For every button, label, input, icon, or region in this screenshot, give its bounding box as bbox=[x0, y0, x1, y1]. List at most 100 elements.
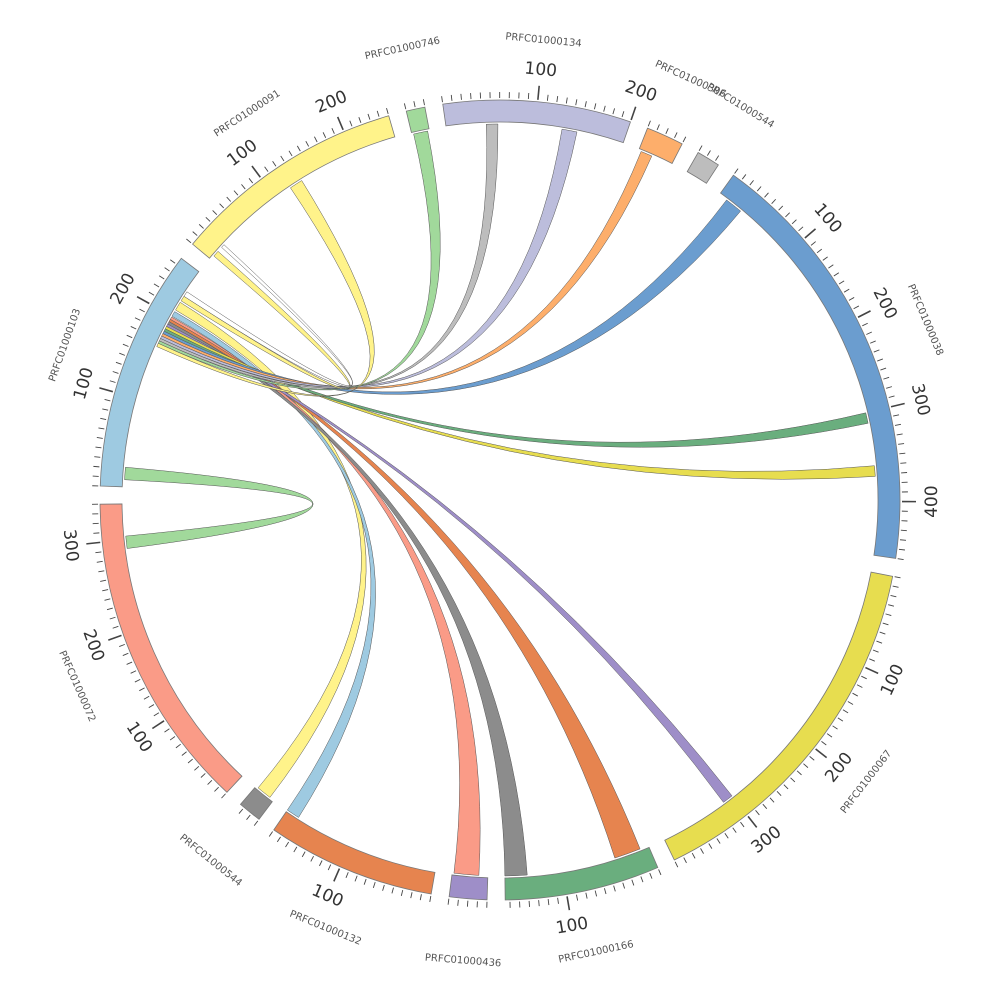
minor-tick-PRFC01000103-0-40 bbox=[95, 446, 102, 449]
ideogram-PRFC01000091-1 bbox=[191, 115, 396, 259]
minor-tick-PRFC01000166-8-10 bbox=[649, 872, 653, 879]
tick-label-PRFC01000038-6-400: 400 bbox=[922, 485, 942, 518]
major-tick-PRFC01000072-12-100 bbox=[151, 720, 165, 730]
tick-label-PRFC01000103-0-100: 100 bbox=[70, 365, 98, 402]
tick-label-PRFC01000067-7-100: 100 bbox=[877, 661, 909, 699]
major-tick-PRFC01000067-7-200 bbox=[815, 748, 828, 759]
ideogram-PRFC01000067-7 bbox=[664, 571, 894, 861]
minor-tick-PRFC01000544-5-20 bbox=[715, 155, 720, 161]
minor-tick-PRFC01000091-1-70 bbox=[233, 190, 239, 196]
minor-tick-PRFC01000166-8-130 bbox=[538, 900, 540, 907]
minor-tick-PRFC01000134-3-190 bbox=[621, 111, 625, 118]
minor-tick-PRFC01000038-6-30 bbox=[756, 186, 762, 192]
minor-tick-PRFC01000067-7-370 bbox=[691, 852, 696, 859]
minor-tick-PRFC01000544-11-0 bbox=[253, 820, 259, 826]
minor-tick-PRFC01000072-12-270 bbox=[98, 570, 105, 573]
minor-tick-PRFC01000072-12-150 bbox=[134, 678, 141, 683]
minor-tick-PRFC01000072-12-90 bbox=[164, 728, 170, 733]
minor-tick-PRFC01000091-1-80 bbox=[241, 184, 246, 190]
major-tick-PRFC01000038-6-300 bbox=[890, 402, 905, 408]
tick-label-PRFC01000038-6-100: 100 bbox=[809, 200, 845, 238]
tick-label-PRFC01000091-1-200: 200 bbox=[313, 87, 351, 118]
minor-tick-PRFC01000072-12-250 bbox=[102, 589, 109, 592]
minor-tick-PRFC01000166-8-80 bbox=[585, 892, 588, 899]
minor-tick-PRFC01000132-10-170 bbox=[276, 836, 281, 843]
minor-tick-PRFC01000038-6-80 bbox=[791, 219, 797, 225]
minor-tick-PRFC01000132-10-70 bbox=[363, 878, 367, 885]
ideogram-PRFC01000134-3 bbox=[442, 99, 631, 144]
minor-tick-PRFC01000132-10-140 bbox=[301, 851, 306, 858]
tick-label-PRFC01000103-0-200: 200 bbox=[106, 270, 139, 308]
major-tick-PRFC01000132-10-100 bbox=[333, 868, 341, 882]
minor-tick-PRFC01000038-6-440 bbox=[899, 539, 907, 541]
minor-tick-PRFC01000103-0-230 bbox=[158, 275, 165, 280]
major-tick-PRFC01000103-0-200 bbox=[136, 295, 150, 305]
minor-tick-PRFC01000132-10-130 bbox=[310, 855, 314, 862]
minor-tick-PRFC01000103-0-180 bbox=[134, 317, 141, 321]
minor-tick-PRFC01000091-1-180 bbox=[322, 132, 327, 138]
minor-tick-PRFC01000091-1-40 bbox=[212, 210, 218, 215]
chord-ribbon-PRFC01000103-PRFC01000038-9 bbox=[162, 199, 741, 395]
minor-tick-PRFC01000067-7-70 bbox=[876, 640, 883, 644]
minor-tick-PRFC01000134-3-10 bbox=[450, 94, 453, 101]
segment-label-PRFC01000134-3: PRFC01000134 bbox=[505, 31, 582, 49]
minor-tick-PRFC01000166-8-70 bbox=[594, 890, 598, 897]
minor-tick-PRFC01000072-12-260 bbox=[100, 579, 107, 582]
minor-tick-PRFC01000103-0-250 bbox=[169, 259, 176, 264]
minor-tick-PRFC01000067-7-250 bbox=[783, 784, 789, 790]
chord-ribbon-PRFC01000103-PRFC01000091-16 bbox=[183, 244, 353, 387]
minor-tick-PRFC01000038-6-230 bbox=[870, 340, 876, 344]
tick-label-PRFC01000038-6-300: 300 bbox=[907, 382, 934, 418]
minor-tick-PRFC01000038-6-110 bbox=[810, 241, 816, 246]
minor-tick-PRFC01000306-4-20 bbox=[665, 128, 669, 134]
minor-tick-PRFC01000038-6-190 bbox=[853, 305, 860, 310]
minor-tick-PRFC01000306-4-40 bbox=[682, 136, 687, 143]
tick-label-PRFC01000067-7-200: 200 bbox=[821, 749, 857, 787]
minor-tick-PRFC01000103-0-60 bbox=[98, 427, 105, 430]
minor-tick-PRFC01000132-10-150 bbox=[293, 846, 298, 853]
minor-tick-PRFC01000038-6-280 bbox=[886, 386, 893, 389]
minor-tick-PRFC01000072-12-20 bbox=[207, 780, 213, 785]
minor-tick-PRFC01000038-6-330 bbox=[896, 433, 903, 436]
minor-tick-PRFC01000134-3-0 bbox=[441, 96, 443, 103]
minor-tick-PRFC01000067-7-340 bbox=[716, 838, 721, 844]
minor-tick-PRFC01000038-6-460 bbox=[897, 558, 904, 561]
minor-tick-PRFC01000166-8-20 bbox=[640, 876, 644, 883]
minor-tick-PRFC01000072-12-290 bbox=[95, 551, 102, 554]
minor-tick-PRFC01000091-1-30 bbox=[205, 216, 211, 222]
minor-tick-PRFC01000436-9-40 bbox=[447, 898, 450, 905]
minor-tick-PRFC01000103-0-240 bbox=[164, 267, 170, 272]
minor-tick-PRFC01000067-7-390 bbox=[674, 861, 679, 868]
minor-tick-PRFC01000067-7-230 bbox=[796, 770, 802, 776]
minor-tick-PRFC01000072-12-140 bbox=[139, 687, 145, 692]
tick-label-PRFC01000038-6-200: 200 bbox=[868, 285, 901, 323]
minor-tick-PRFC01000091-1-140 bbox=[288, 150, 293, 157]
minor-tick-PRFC01000103-0-150 bbox=[122, 343, 129, 347]
minor-tick-PRFC01000067-7-290 bbox=[755, 810, 760, 816]
minor-tick-PRFC01000132-10-20 bbox=[410, 892, 413, 899]
ideogram-PRFC01000544-5 bbox=[686, 151, 719, 184]
minor-tick-PRFC01000132-10-10 bbox=[419, 894, 422, 901]
minor-tick-PRFC01000038-6-60 bbox=[778, 205, 784, 211]
segment-label-PRFC01000091-1: PRFC01000091 bbox=[212, 88, 282, 139]
ideogram-PRFC01000072-12 bbox=[99, 503, 243, 793]
minor-tick-PRFC01000067-7-360 bbox=[700, 848, 704, 854]
minor-tick-PRFC01000072-12-70 bbox=[175, 743, 181, 749]
ideogram-PRFC01000544-11 bbox=[239, 787, 273, 820]
minor-tick-PRFC01000306-4-30 bbox=[674, 132, 678, 139]
segment-label-PRFC01000746-2: PRFC01000746 bbox=[364, 35, 441, 62]
minor-tick-PRFC01000091-1-210 bbox=[349, 120, 353, 127]
minor-tick-PRFC01000166-8-30 bbox=[631, 879, 635, 886]
minor-tick-PRFC01000091-1-190 bbox=[331, 128, 335, 134]
minor-tick-PRFC01000067-7-40 bbox=[885, 613, 892, 617]
minor-tick-PRFC01000103-0-120 bbox=[112, 371, 119, 374]
minor-tick-PRFC01000091-1-150 bbox=[296, 145, 301, 152]
major-tick-PRFC01000038-6-200 bbox=[857, 310, 871, 318]
minor-tick-PRFC01000544-11-20 bbox=[238, 808, 244, 814]
major-tick-PRFC01000091-1-100 bbox=[251, 165, 261, 178]
minor-tick-PRFC01000103-0-110 bbox=[109, 380, 116, 383]
minor-tick-PRFC01000038-6-140 bbox=[828, 264, 834, 269]
minor-tick-PRFC01000306-4-10 bbox=[656, 124, 660, 131]
minor-tick-PRFC01000132-10-60 bbox=[372, 881, 376, 888]
